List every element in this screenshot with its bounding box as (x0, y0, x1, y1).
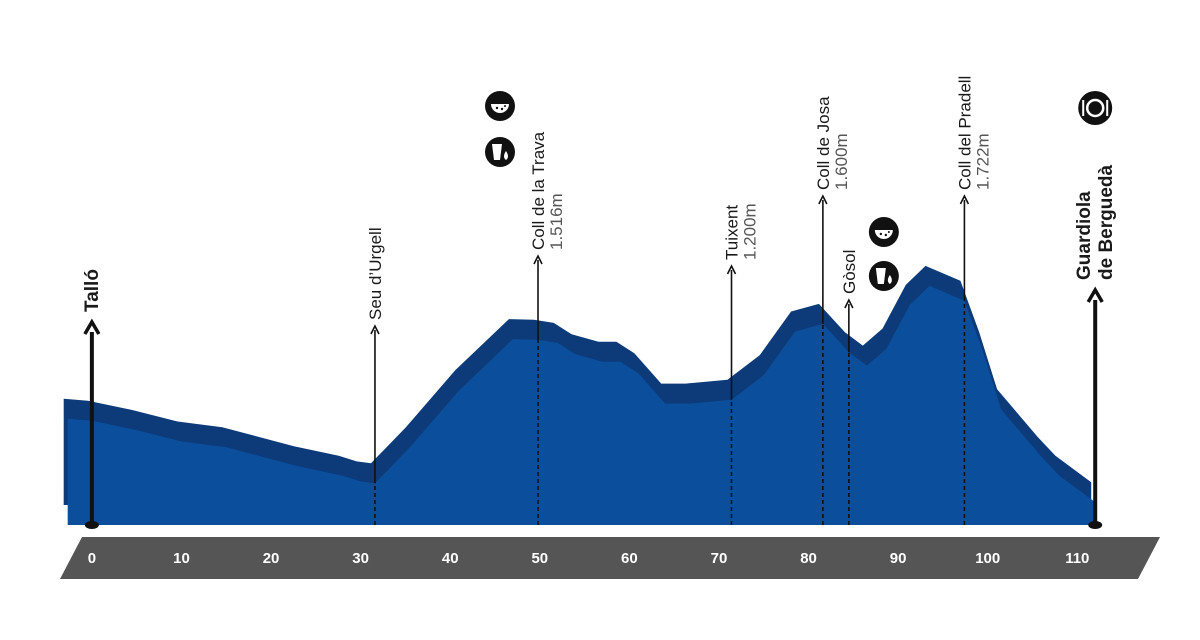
waypoint-name: Gòsol (840, 250, 859, 294)
waypoint-altitude: 1.722m (973, 133, 992, 190)
waypoint-altitude: 1.200m (741, 203, 760, 260)
waypoint-arrow (726, 264, 737, 275)
x-tick-label: 40 (442, 550, 459, 567)
service-icon (1076, 89, 1114, 127)
waypoint: Seu d’Urgell (366, 227, 385, 525)
waypoint-name: Coll del Pradell (955, 76, 974, 190)
profile-layer (63, 265, 1096, 525)
waypoint-altitude: 1.600m (832, 133, 851, 190)
waypoint-arrow (1086, 286, 1104, 303)
waypoint: Coll de la Trava 1.516m (485, 91, 566, 525)
profile-area (67, 285, 1096, 525)
waypoint: Talló (82, 269, 103, 529)
service-icon (868, 261, 899, 291)
waypoint: Coll del Pradell 1.722m (955, 76, 992, 525)
x-tick-label: 90 (890, 550, 907, 567)
x-tick-label: 20 (263, 550, 280, 567)
waypoint-dot (84, 521, 99, 529)
waypoint-arrow (370, 324, 380, 335)
x-tick-label: 10 (173, 550, 190, 567)
waypoint-name: Tuixent (723, 205, 742, 260)
waypoint-arrow (844, 298, 854, 309)
waypoint-altitude: 1.516m (547, 193, 566, 250)
waypoint: Coll de Josa 1.600m (814, 96, 851, 525)
axis-layer: 0 10 20 30 40 50 60 70 80 90 100 110 (60, 537, 1160, 579)
waypoint-name: Seu d’Urgell (366, 227, 385, 320)
waypoint: Tuixent 1.200m (723, 203, 760, 525)
waypoint-name: Guardiola (1074, 191, 1095, 280)
service-icon (868, 217, 899, 247)
x-tick-label: 110 (1065, 550, 1089, 567)
waypoint-dot (1088, 521, 1103, 529)
waypoint-name: Coll de la Trava (529, 131, 548, 250)
waypoint-name: Coll de Josa (814, 96, 833, 190)
x-tick-label: 0 (88, 550, 96, 567)
distance-axis-band (60, 537, 1160, 579)
service-icon (485, 137, 515, 167)
x-tick-label: 100 (975, 550, 1000, 567)
x-tick-label: 50 (531, 550, 548, 567)
waypoint: Gòsol (840, 217, 899, 525)
waypoint-arrow (818, 194, 828, 205)
service-icon (485, 91, 515, 121)
x-tick-label: 70 (711, 550, 728, 567)
x-tick-label: 30 (352, 550, 369, 567)
x-tick-label: 80 (800, 550, 817, 567)
waypoint-name: Talló (82, 269, 103, 312)
waypoint-name: de Berguedà (1096, 164, 1117, 280)
waypoint-arrow (959, 194, 970, 205)
waypoint-arrow (533, 254, 543, 265)
x-tick-label: 60 (621, 550, 638, 567)
waypoint: Guardiola de Berguedà (1074, 89, 1117, 529)
waypoint-layer: Talló Seu d’Urgell Coll de la Trava 1.516m T… (82, 76, 1117, 529)
waypoint-arrow (83, 318, 101, 335)
